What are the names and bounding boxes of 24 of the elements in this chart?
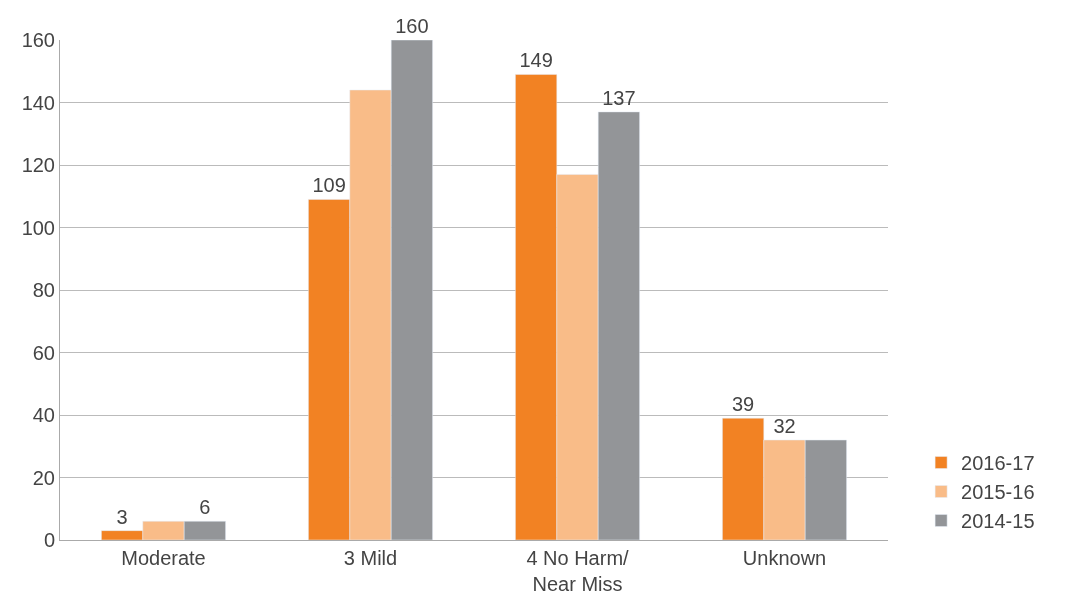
x-tick-label: Moderate (121, 547, 206, 569)
data-label: 3 (116, 505, 128, 528)
y-tick-label: 40 (32, 404, 55, 426)
data-label: 39 (731, 393, 755, 416)
y-tick-label: 80 (32, 279, 55, 301)
legend-label: 2015-16 (961, 481, 1035, 504)
legend-label: 2014-15 (961, 510, 1035, 533)
y-tick-label: 0 (43, 529, 55, 551)
y-tick-label: 160 (21, 29, 55, 51)
x-tick-label: 3 Mild (343, 547, 398, 569)
legend-label: 2016-17 (961, 452, 1035, 475)
data-label: 32 (773, 415, 796, 437)
data-label: 160 (395, 15, 429, 37)
y-tick-label: 60 (32, 341, 55, 364)
data-label: 137 (602, 86, 636, 109)
data-label: 6 (199, 496, 211, 519)
x-tick-label: 4 No Harm/ Near Miss (526, 547, 630, 595)
x-tick-label: Unknown (742, 547, 827, 569)
y-tick-label: 20 (32, 466, 55, 489)
data-label: 109 (312, 174, 346, 197)
data-label: 149 (519, 49, 553, 72)
y-tick-label: 120 (21, 154, 55, 176)
y-tick-label: 100 (21, 216, 55, 239)
y-tick-label: 140 (21, 91, 55, 114)
